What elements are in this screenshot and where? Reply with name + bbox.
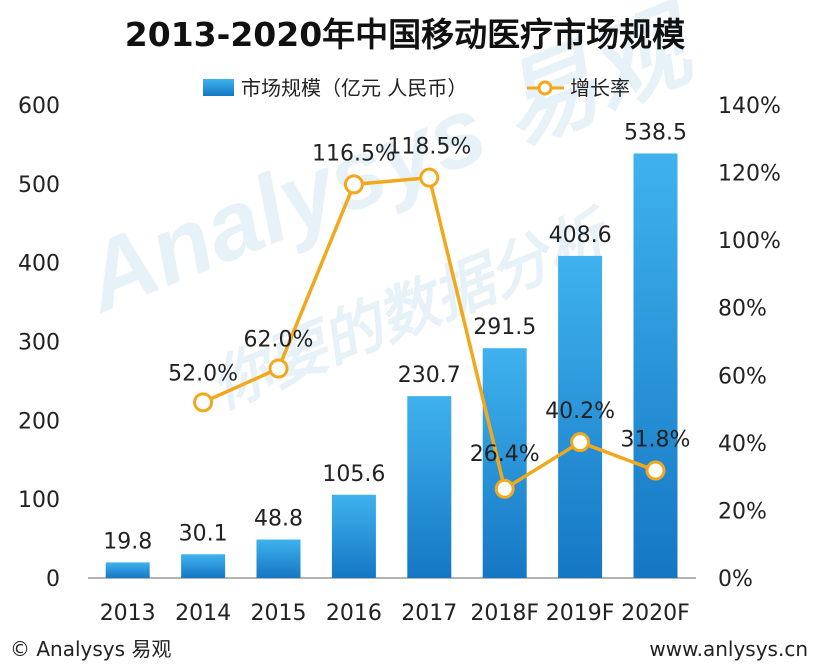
x-tick-label: 2014 [175, 601, 231, 626]
x-tick-label: 2020F [621, 601, 690, 626]
bar-value-label: 291.5 [473, 315, 536, 340]
bar-value-label: 105.6 [322, 462, 385, 487]
growth-value-label: 52.0% [168, 361, 238, 386]
y-right-tick-label: 0% [718, 567, 753, 592]
growth-markers [193, 167, 666, 499]
legend-bar-swatch [203, 79, 234, 96]
x-tick-label: 2015 [251, 601, 307, 626]
y-left-tick-label: 600 [18, 94, 60, 119]
bar-value-label: 19.8 [103, 529, 152, 554]
growth-value-label: 62.0% [244, 328, 314, 353]
growth-marker-2018F [494, 478, 515, 499]
footer-copyright: © Analysys 易观 [10, 637, 171, 661]
legend-bar-label: 市场规模（亿元 人民币） [241, 76, 467, 100]
growth-value-label: 26.4% [470, 442, 540, 467]
bar-value-label: 48.8 [254, 507, 303, 532]
y-right-tick-label: 80% [718, 297, 767, 322]
y-left-tick-label: 400 [18, 252, 60, 277]
legend-line-label: 增长率 [570, 76, 630, 100]
y-right-tick-label: 140% [718, 94, 781, 119]
growth-value-labels: 52.0%62.0% 116.5%118.5% 26.4%40.2%31.8% [168, 135, 690, 467]
legend-line-marker [537, 80, 553, 96]
growth-marker-2016 [343, 174, 364, 195]
x-axis-labels: 2013 2014 2015 2016 2017 2018F 2019F 2020F [100, 601, 690, 626]
x-tick-label: 2019F [546, 601, 615, 626]
x-tick-label: 2018F [470, 601, 539, 626]
y-right-tick-label: 20% [718, 499, 767, 524]
y-left-tick-label: 500 [18, 173, 60, 198]
growth-value-label: 118.5% [387, 135, 471, 160]
bar-2014 [181, 554, 226, 578]
bar-2013 [105, 562, 150, 578]
bar-series [105, 153, 678, 579]
bar-value-labels: 19.8 30.1 48.8 105.6 230.7 291.5 408.6 538.5 [103, 120, 687, 554]
growth-marker-2020F [645, 460, 666, 481]
x-tick-label: 2013 [100, 601, 156, 626]
bar-value-label: 30.1 [179, 521, 228, 546]
bar-2020F [633, 153, 678, 579]
growth-marker-2014 [193, 392, 214, 413]
bar-value-label: 538.5 [624, 120, 687, 145]
bar-value-label: 408.6 [549, 223, 612, 248]
growth-value-label: 40.2% [545, 399, 615, 424]
bar-2017 [407, 396, 452, 578]
bar-value-label: 230.7 [398, 363, 461, 388]
bar-2019F [558, 255, 603, 578]
footer-website: www.anlysys.cn [649, 637, 808, 661]
growth-marker-2015 [268, 358, 289, 379]
growth-marker-2017 [419, 167, 440, 188]
bar-2016 [331, 494, 376, 578]
x-tick-label: 2017 [401, 601, 457, 626]
growth-value-label: 116.5% [312, 141, 396, 166]
y-left-tick-label: 100 [18, 488, 60, 513]
y-axis-right: 0% 20% 40% 60% 80% 100% 120% 140% [718, 94, 781, 592]
y-left-tick-label: 300 [18, 331, 60, 356]
x-tick-label: 2016 [326, 601, 382, 626]
growth-value-label: 31.8% [621, 428, 691, 453]
y-right-tick-label: 120% [718, 162, 781, 187]
chart-title: 2013-2020年中国移动医疗市场规模 [125, 15, 686, 54]
y-left-tick-label: 0 [46, 567, 60, 592]
y-right-tick-label: 100% [718, 229, 781, 254]
y-right-tick-label: 40% [718, 432, 767, 457]
y-left-tick-label: 200 [18, 409, 60, 434]
growth-marker-2019F [570, 432, 591, 453]
y-right-tick-label: 60% [718, 364, 767, 389]
y-axis-left: 0 100 200 300 400 500 600 [18, 94, 60, 592]
bar-2015 [256, 539, 301, 578]
bar-2018F [482, 348, 527, 578]
